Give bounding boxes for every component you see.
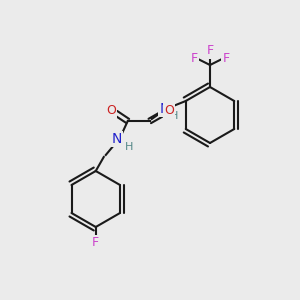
Text: F: F xyxy=(206,44,214,58)
Text: O: O xyxy=(106,104,116,118)
Text: N: N xyxy=(160,102,170,116)
Text: H: H xyxy=(169,111,178,121)
Text: N: N xyxy=(112,132,122,146)
Text: H: H xyxy=(124,142,133,152)
Text: F: F xyxy=(190,52,198,64)
Text: F: F xyxy=(222,52,230,64)
Text: F: F xyxy=(92,236,99,250)
Text: O: O xyxy=(164,104,174,118)
